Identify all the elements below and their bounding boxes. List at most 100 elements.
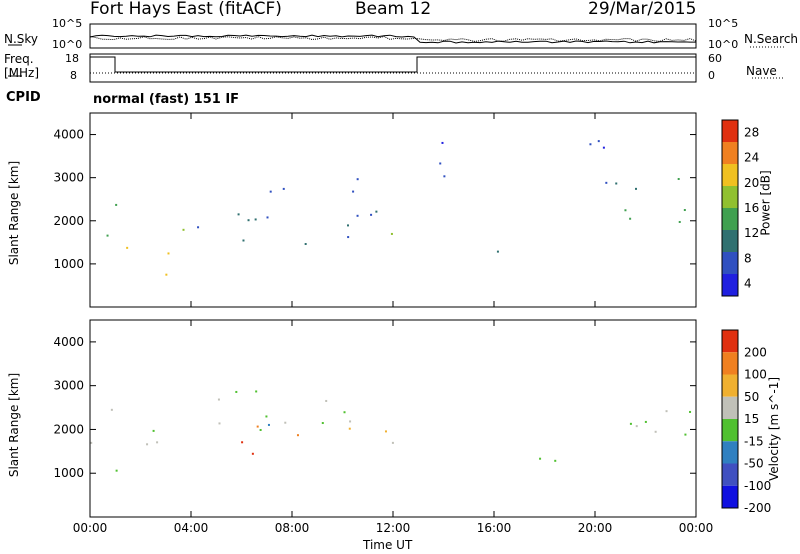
heatmap-cell xyxy=(126,246,129,249)
heatmap-cell xyxy=(370,213,373,216)
heatmap-region xyxy=(197,178,378,246)
heatmap-cell xyxy=(266,216,269,219)
heatmap-region xyxy=(439,141,446,178)
heatmap-cell xyxy=(689,410,692,413)
y-tick-label: 2000 xyxy=(53,422,84,436)
heatmap-cell xyxy=(304,243,307,246)
freq-label: Freq. xyxy=(4,52,34,66)
heatmap-cell xyxy=(282,187,285,190)
colorbar-frame xyxy=(721,119,739,297)
colorbar-swatch xyxy=(722,142,738,164)
colorbar-tick-label: -100 xyxy=(744,479,771,493)
heatmap-cell xyxy=(602,146,605,149)
colorbar-tick-label: 16 xyxy=(744,201,759,215)
x-tick-label: 16:00 xyxy=(477,521,512,535)
y-tick-label: 3000 xyxy=(53,171,84,185)
heatmap-cell xyxy=(356,178,359,181)
freq-trace xyxy=(90,56,696,73)
heatmap-cell xyxy=(624,209,627,212)
y-tick-label: 3000 xyxy=(53,379,84,393)
velocity-panel xyxy=(89,319,697,518)
nsky-tick-low: 10^0 xyxy=(52,38,83,51)
heatmap-cell xyxy=(247,219,250,222)
time-axis-label: Time UT xyxy=(363,538,413,552)
heatmap-cell xyxy=(677,178,680,181)
colorbar-tick-label: 15 xyxy=(744,412,759,426)
freq-tick-low: 8 xyxy=(70,69,77,82)
nsearch-trace xyxy=(89,35,697,42)
heatmap-cell xyxy=(615,182,618,185)
x-tick-label: 08:00 xyxy=(275,521,310,535)
colorbar-swatch xyxy=(722,330,738,353)
heatmap-cell xyxy=(683,209,686,212)
freq-tick-high: 18 xyxy=(65,52,79,65)
heatmap-cell xyxy=(384,430,387,433)
heatmap-region xyxy=(182,228,185,231)
colorbar-tick-label: -50 xyxy=(744,457,764,471)
colorbar-tick-label: 24 xyxy=(744,151,759,165)
heatmap-cell xyxy=(441,141,444,144)
y-tick-label: 4000 xyxy=(53,335,84,349)
nsearch-tick-high: 10^5 xyxy=(708,17,739,30)
heatmap-cell xyxy=(597,140,600,143)
colorbar-swatch xyxy=(722,120,738,142)
nsky-label: N.Sky xyxy=(4,32,39,46)
heatmap-cell xyxy=(284,421,287,424)
heatmap-cell xyxy=(349,420,352,423)
heatmap-cell xyxy=(439,162,442,165)
heatmap-region xyxy=(348,420,394,444)
velocity-heatmap xyxy=(90,390,692,472)
colorbar-tick-label: 100 xyxy=(744,368,767,382)
nsky-trace xyxy=(89,34,696,44)
colorbar-swatch xyxy=(722,164,738,186)
heatmap-cell xyxy=(251,452,254,455)
x-tick-label: 12:00 xyxy=(376,521,411,535)
heatmap-region xyxy=(115,429,159,472)
colorbar-swatch xyxy=(722,352,738,375)
heatmap-region xyxy=(629,410,692,436)
heatmap-region xyxy=(390,232,393,235)
colorbar-tick-label: 4 xyxy=(744,276,752,290)
heatmap-region xyxy=(106,203,118,237)
heatmap-cell xyxy=(265,415,268,418)
heatmap-cell xyxy=(256,425,259,428)
colorbar-swatch xyxy=(722,208,738,230)
colorbar-swatch xyxy=(722,485,738,508)
y-tick-label: 1000 xyxy=(53,257,84,271)
heatmap-cell xyxy=(197,226,200,229)
colorbar-swatch xyxy=(722,463,738,486)
heatmap-cell xyxy=(347,236,350,239)
nave-tick-low: 0 xyxy=(708,69,715,82)
heatmap-cell xyxy=(629,422,632,425)
heatmap-cell xyxy=(321,422,324,425)
heatmap-cell xyxy=(254,218,257,221)
heatmap-region xyxy=(217,390,346,431)
heatmap-cell xyxy=(152,429,155,432)
heatmap-cell xyxy=(218,422,221,425)
heatmap-cell xyxy=(106,234,109,237)
x-tick-label: 04:00 xyxy=(174,521,209,535)
heatmap-region xyxy=(496,250,499,253)
heatmap-cell xyxy=(325,399,328,402)
station-title: Fort Hays East (fitACF) xyxy=(90,0,282,19)
heatmap-cell xyxy=(110,408,113,411)
heatmap-cell xyxy=(352,190,355,193)
nave-tick-high: 60 xyxy=(708,52,722,65)
heatmap-cell xyxy=(605,181,608,184)
heatmap-cell xyxy=(589,143,592,146)
noise-traces xyxy=(89,34,697,74)
heatmap-cell xyxy=(90,441,93,444)
x-tick-label: 00:00 xyxy=(679,521,714,535)
heatmap-cell xyxy=(182,228,185,231)
colorbar-swatch xyxy=(722,419,738,442)
colorbar-tick-label: -15 xyxy=(744,434,764,448)
beam-title: Beam 12 xyxy=(355,0,432,19)
freq-panel xyxy=(89,53,697,83)
y-tick-label: 4000 xyxy=(53,128,84,142)
heatmap-cell xyxy=(665,410,668,413)
heatmap-region xyxy=(126,246,170,276)
colorbar-swatch xyxy=(722,441,738,464)
nsearch-label: N.Search xyxy=(744,32,799,46)
cpid-label: CPID xyxy=(6,90,41,105)
heatmap-region xyxy=(539,457,557,462)
